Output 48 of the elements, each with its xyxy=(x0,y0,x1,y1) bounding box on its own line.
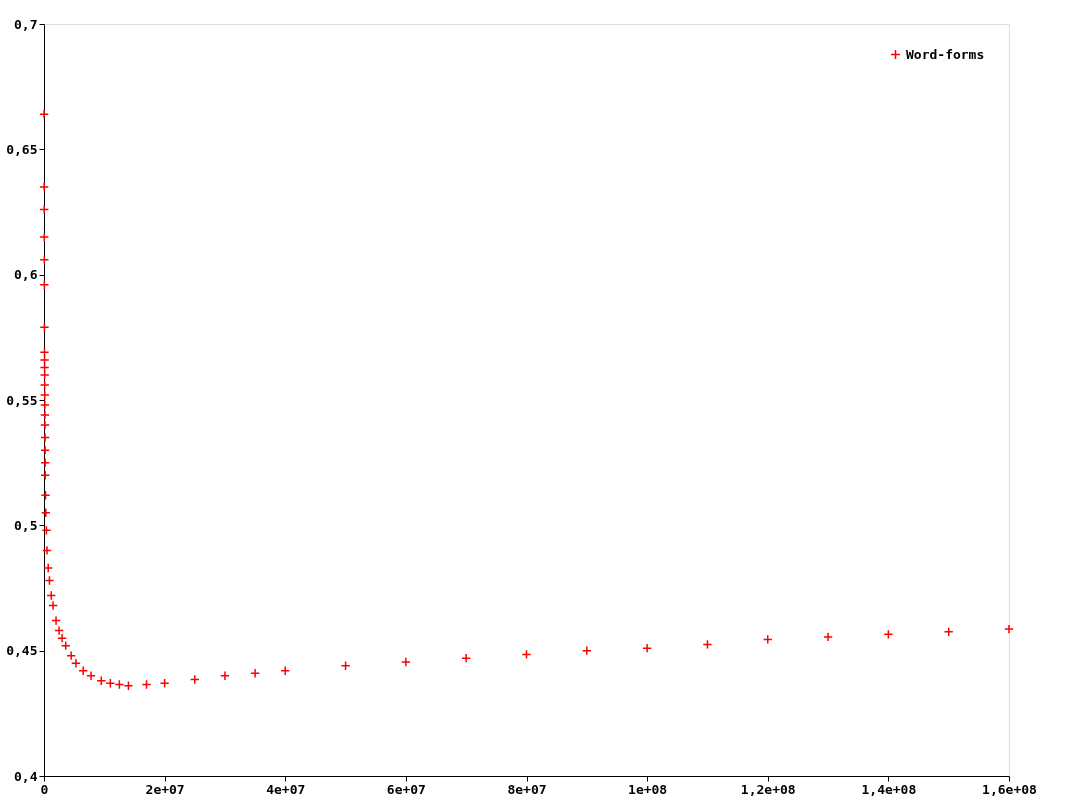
legend-label: Word-forms xyxy=(906,46,985,62)
point xyxy=(46,590,57,601)
point xyxy=(39,232,50,242)
y-tick-label: 0,4 xyxy=(14,768,38,784)
point xyxy=(42,545,52,556)
x-tick-label: 1,2e+08 xyxy=(740,781,796,797)
point xyxy=(581,645,592,656)
y-tick-label: 0,65 xyxy=(6,141,38,157)
point xyxy=(48,600,58,611)
point xyxy=(39,410,50,420)
point xyxy=(39,370,50,380)
y-tick-label: 0,55 xyxy=(6,392,38,408)
point xyxy=(40,457,51,468)
point xyxy=(39,109,49,120)
point xyxy=(123,680,134,691)
point xyxy=(250,668,261,679)
x-tick-label: 8e+07 xyxy=(507,781,547,797)
point xyxy=(1004,624,1014,635)
x-tick-label: 1,6e+08 xyxy=(982,781,1038,797)
x-tick-label: 2e+07 xyxy=(145,781,185,797)
point xyxy=(39,400,50,410)
y-tick-label: 0,5 xyxy=(14,517,38,533)
x-tick-label: 6e+07 xyxy=(386,781,426,797)
point xyxy=(40,470,51,481)
y-tick-label: 0,7 xyxy=(14,16,38,32)
point xyxy=(461,653,472,664)
x-tick-label: 4e+07 xyxy=(266,781,306,797)
point xyxy=(39,354,50,365)
point xyxy=(40,507,51,518)
point xyxy=(40,420,50,430)
point xyxy=(400,657,411,667)
point xyxy=(39,182,50,192)
point xyxy=(40,432,50,443)
y-tick-label: 0,6 xyxy=(14,267,38,283)
point xyxy=(54,625,65,636)
point xyxy=(762,634,773,645)
y-tick-label: 0,45 xyxy=(6,643,38,659)
point xyxy=(39,204,50,215)
point xyxy=(642,643,653,654)
x-tick-label: 0 xyxy=(40,781,49,797)
point xyxy=(51,615,61,626)
point xyxy=(43,563,54,573)
point xyxy=(823,631,833,642)
point xyxy=(189,674,200,685)
point xyxy=(40,445,51,456)
point xyxy=(39,390,50,400)
x-tick-label: 1,4e+08 xyxy=(861,781,917,797)
x-tick-label: 1e+08 xyxy=(628,781,668,797)
